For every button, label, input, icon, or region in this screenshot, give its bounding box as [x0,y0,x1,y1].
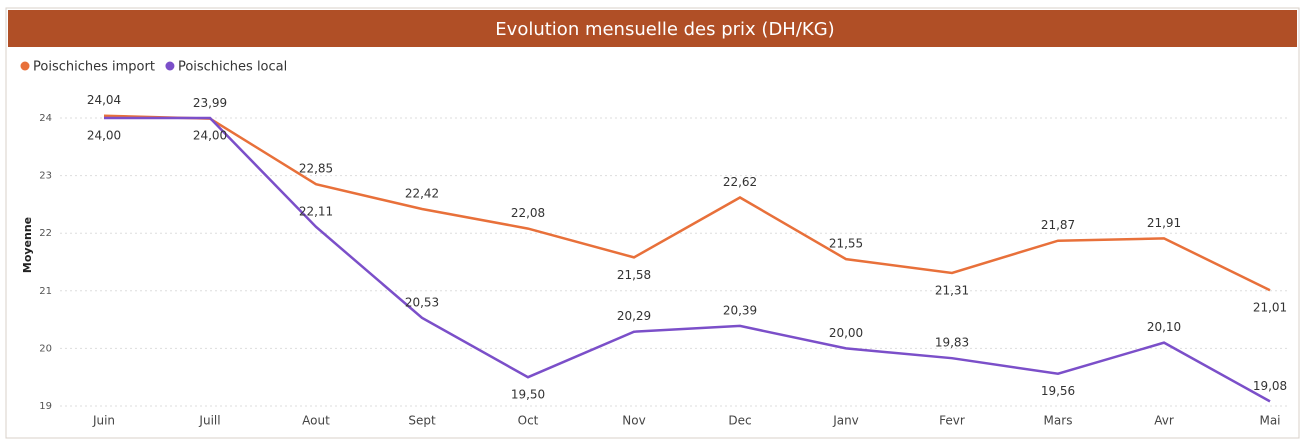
data-label: 20,53 [405,295,439,309]
x-tick-label: Oct [518,414,539,428]
y-tick-label: 22 [39,228,52,239]
data-label: 22,85 [299,162,333,176]
data-label: 21,01 [1253,301,1287,315]
data-label: 20,29 [617,309,651,323]
y-tick-label: 23 [39,171,52,182]
x-tick-label: Dec [728,414,751,428]
data-label: 22,08 [511,206,545,220]
x-tick-label: Juill [198,414,220,428]
data-label: 20,39 [723,303,757,317]
x-tick-label: Mars [1044,414,1073,428]
x-tick-label: Janv [832,414,859,428]
data-label: 24,00 [87,129,121,143]
data-label: 24,00 [193,129,227,143]
legend-marker [20,61,30,71]
title-bar [8,10,1297,47]
data-label: 22,42 [405,187,439,201]
data-label: 19,50 [511,388,545,402]
chart-title: Evolution mensuelle des prix (DH/KG) [495,19,834,40]
series-line [103,114,1271,292]
legend-label: Poischiches local [178,60,287,75]
data-label: 20,10 [1147,320,1181,334]
data-label: 21,55 [829,237,863,251]
legend-label: Poischiches import [33,60,155,75]
data-label: 21,31 [935,283,969,297]
x-tick-label: Nov [622,414,645,428]
x-tick-label: Fevr [939,414,965,428]
x-tick-label: Juin [92,414,115,428]
y-axis-label: Moyenne [21,217,34,273]
data-label: 19,08 [1253,379,1287,393]
data-label: 22,62 [723,175,757,189]
data-label: 20,00 [829,326,863,340]
legend-marker [165,61,175,71]
data-label: 19,83 [935,336,969,350]
y-tick-label: 21 [39,286,52,297]
data-label: 24,04 [87,93,121,107]
y-tick-label: 20 [39,343,52,354]
x-tick-label: Avr [1154,414,1174,428]
data-label: 21,91 [1147,216,1181,230]
x-tick-label: Sept [408,414,436,428]
x-tick-label: Mai [1259,414,1280,428]
data-label: 19,56 [1041,384,1075,398]
series-line [104,116,1271,403]
y-tick-label: 19 [39,401,52,412]
x-tick-label: Aout [302,414,330,428]
data-label: 21,87 [1041,218,1075,232]
data-label: 23,99 [193,96,227,110]
data-label: 22,11 [299,204,333,218]
data-label: 21,58 [617,268,651,282]
y-tick-label: 24 [39,113,52,124]
